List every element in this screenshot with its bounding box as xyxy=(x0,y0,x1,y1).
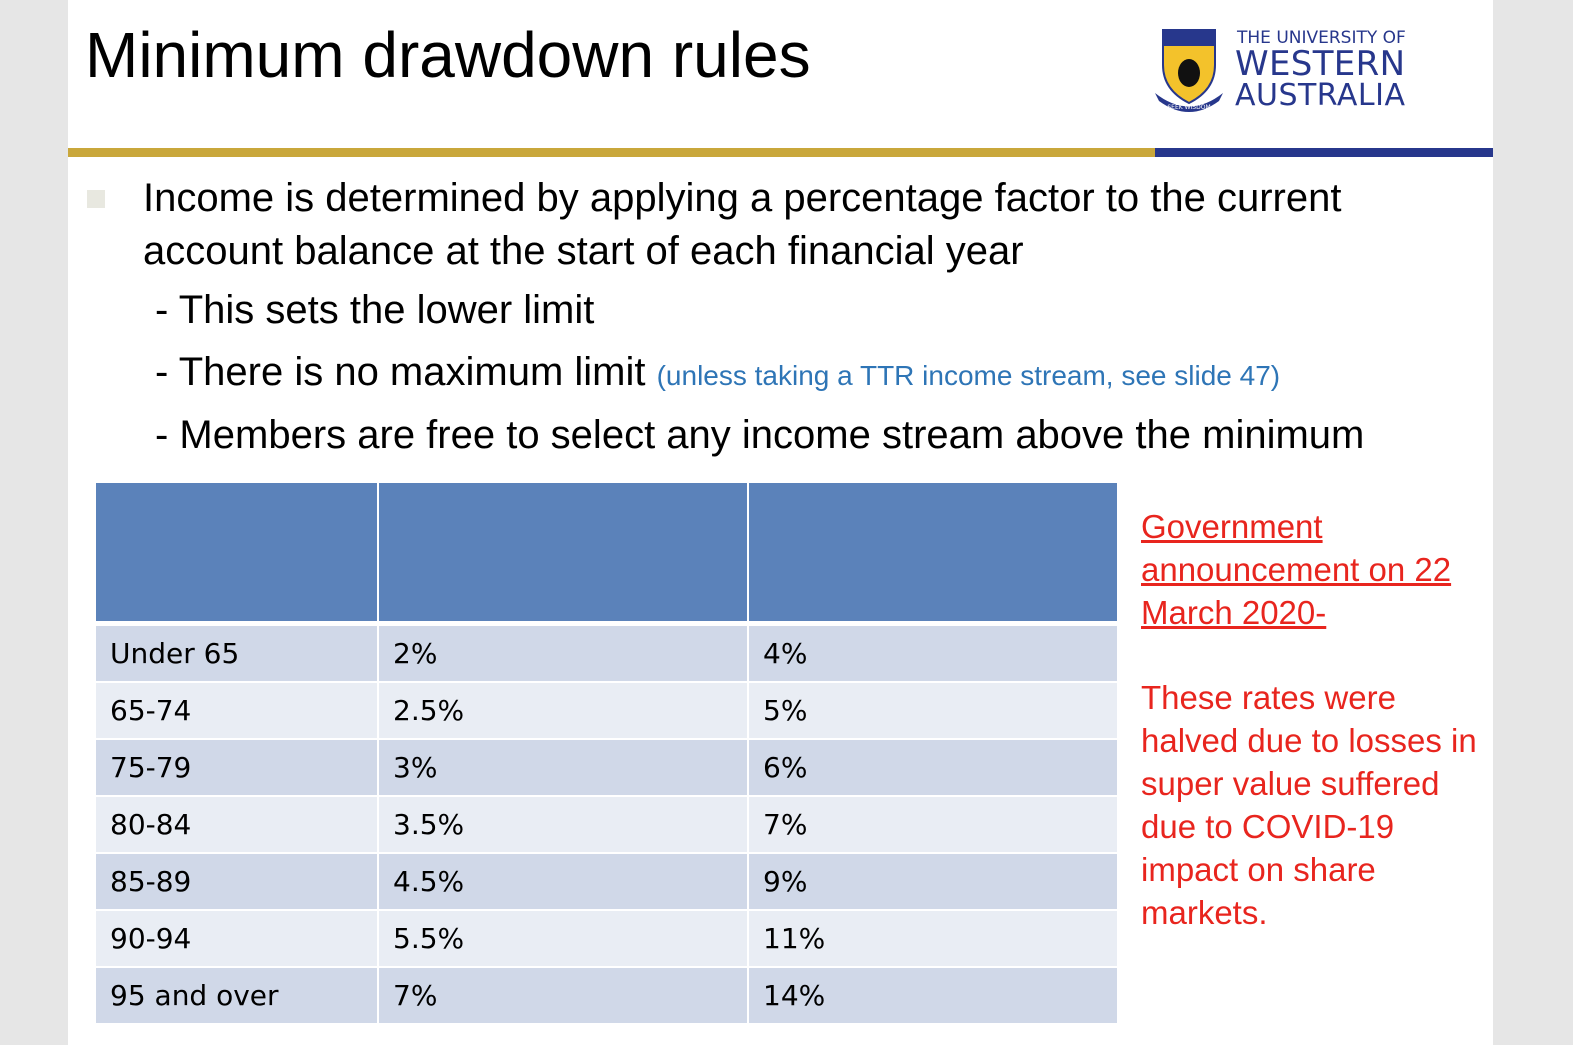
table-cell: 9% xyxy=(749,854,1117,909)
header-cell xyxy=(749,483,1117,621)
table-cell: 6% xyxy=(749,740,1117,795)
table-cell: 4.5% xyxy=(379,854,747,909)
table-cell: 7% xyxy=(379,968,747,1023)
table-cell: 14% xyxy=(749,968,1117,1023)
table-cell: 2.5% xyxy=(379,683,747,738)
bullet-marker xyxy=(87,190,105,208)
gold-rule xyxy=(68,148,1155,157)
side-text: These rates were halved due to losses in… xyxy=(1141,679,1477,931)
sub-item: - This sets the lower limit xyxy=(155,288,595,332)
table-cell: 95 and over xyxy=(96,968,377,1023)
table-cell: 11% xyxy=(749,911,1117,966)
table-cell: 80-84 xyxy=(96,797,377,852)
table-cell: 85-89 xyxy=(96,854,377,909)
logo-line: AUSTRALIA xyxy=(1235,78,1405,113)
logo: SEEK WISDOM THE UNIVERSITY OF WESTERN AU… xyxy=(1155,28,1406,113)
slide: Minimum drawdown rules SEEK WISDOM THE U… xyxy=(68,0,1493,1045)
table-cell: 5% xyxy=(749,683,1117,738)
bullet-text: Income is determined by applying a perce… xyxy=(143,176,1342,273)
header-cell xyxy=(96,483,377,621)
table: Under 65 2% 4% 65-74 2.5% 5% 75-79 3% 6% 80-84 3.5… xyxy=(96,483,1117,1023)
slide-title: Minimum drawdown rules xyxy=(85,19,811,91)
table-cell: 5.5% xyxy=(379,911,747,966)
table-cell: 65-74 xyxy=(96,683,377,738)
table-cell: 3.5% xyxy=(379,797,747,852)
sub-item: - There is no maximum limit (unless taki… xyxy=(155,350,1280,395)
side-note: Government announcement on 22 March 2020… xyxy=(1141,505,1481,934)
table-cell: Under 65 xyxy=(96,626,377,681)
logo-motto: SEEK WISDOM xyxy=(1167,104,1210,111)
note: (unless taking a TTR income stream, see … xyxy=(656,360,1281,391)
table-cell: 3% xyxy=(379,740,747,795)
header-cell xyxy=(379,483,747,621)
sub-item: - Members are free to select any income … xyxy=(155,413,1365,457)
table-cell: 7% xyxy=(749,797,1117,852)
logo-line: THE UNIVERSITY OF xyxy=(1236,28,1406,48)
sub-item-text: - There is no maximum limit xyxy=(155,350,646,394)
logo-line: WESTERN xyxy=(1235,44,1405,84)
table-cell: 2% xyxy=(379,626,747,681)
table-cell: 90-94 xyxy=(96,911,377,966)
swan xyxy=(1178,59,1200,87)
table-cell: 75-79 xyxy=(96,740,377,795)
table-cell: 4% xyxy=(749,626,1117,681)
blue-rule xyxy=(1155,148,1493,157)
crest-band xyxy=(1163,30,1215,46)
side-heading: Government announcement on 22 March 2020… xyxy=(1141,508,1452,631)
motto-scroll xyxy=(1155,93,1223,112)
